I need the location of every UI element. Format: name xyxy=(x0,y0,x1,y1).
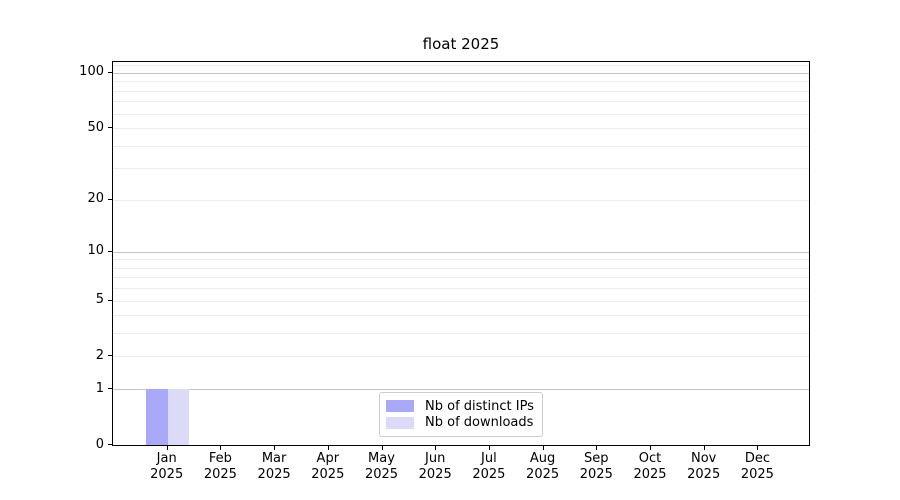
gridline-minor-5 xyxy=(113,300,809,302)
x-tick-jul xyxy=(488,446,490,450)
gridline-minor-9 xyxy=(113,259,809,261)
x-tick-label-may: May 2025 xyxy=(350,451,414,483)
x-tick-label-nov: Nov 2025 xyxy=(672,451,736,483)
bar-nb-of-distinct-ips-jan xyxy=(146,389,168,445)
x-tick-year-dec: 2025 xyxy=(740,467,774,482)
legend-label-downloads: Nb of downloads xyxy=(425,415,534,431)
x-tick-label-sep: Sep 2025 xyxy=(564,451,628,483)
y-tick-label-50: 50 xyxy=(87,119,104,135)
y-tick-label-20: 20 xyxy=(87,191,104,207)
gridline-minor-50 xyxy=(113,128,809,130)
x-tick-year-jan: 2025 xyxy=(150,467,184,482)
x-tick-aug xyxy=(542,446,544,450)
y-tick-2 xyxy=(108,355,112,357)
x-tick-year-aug: 2025 xyxy=(526,467,560,482)
legend-entry-downloads: Nb of downloads xyxy=(386,415,534,431)
bar-nb-of-downloads-jan xyxy=(167,389,190,445)
legend-swatch-distinct-ips xyxy=(386,400,414,413)
gridline-minor-20 xyxy=(113,199,809,201)
x-tick-label-jan: Jan 2025 xyxy=(135,451,199,483)
gridline-minor-2 xyxy=(113,356,809,358)
y-tick-label-10: 10 xyxy=(87,243,104,259)
legend-entry-distinct-ips: Nb of distinct IPs xyxy=(386,398,534,414)
y-tick-label-2: 2 xyxy=(95,347,104,363)
x-tick-label-dec: Dec 2025 xyxy=(725,451,789,483)
x-tick-year-apr: 2025 xyxy=(311,467,345,482)
x-tick-sep xyxy=(596,446,598,450)
x-tick-feb xyxy=(220,446,222,450)
legend: Nb of distinct IPs Nb of downloads xyxy=(379,392,543,437)
x-tick-nov xyxy=(703,446,705,450)
y-tick-label-0: 0 xyxy=(95,436,104,452)
x-tick-year-oct: 2025 xyxy=(633,467,667,482)
x-tick-apr xyxy=(327,446,329,450)
x-tick-year-jun: 2025 xyxy=(418,467,452,482)
x-tick-year-may: 2025 xyxy=(364,467,399,482)
x-tick-year-nov: 2025 xyxy=(687,467,721,482)
gridline-minor-70 xyxy=(113,101,809,103)
x-tick-label-mar: Mar 2025 xyxy=(242,451,306,483)
gridline-major-100 xyxy=(113,72,809,74)
y-tick-50 xyxy=(108,127,112,129)
x-tick-may xyxy=(381,446,383,450)
x-tick-dec xyxy=(757,446,759,450)
x-tick-label-oct: Oct 2025 xyxy=(618,451,682,483)
x-tick-year-feb: 2025 xyxy=(203,467,237,482)
gridline-minor-30 xyxy=(113,168,809,170)
y-tick-5 xyxy=(108,299,112,301)
x-tick-year-mar: 2025 xyxy=(257,467,291,482)
x-tick-oct xyxy=(650,446,651,450)
x-tick-year-sep: 2025 xyxy=(579,467,613,482)
y-tick-label-1: 1 xyxy=(95,380,104,396)
gridline-major-10 xyxy=(113,251,809,253)
x-tick-jan xyxy=(166,446,168,450)
y-tick-label-100: 100 xyxy=(79,64,104,80)
gridline-minor-8 xyxy=(113,267,809,269)
y-tick-100 xyxy=(108,71,112,73)
x-tick-label-feb: Feb 2025 xyxy=(188,451,252,483)
y-tick-20 xyxy=(108,198,112,200)
gridline-minor-40 xyxy=(113,145,809,147)
y-tick-0 xyxy=(108,444,112,445)
x-tick-label-jul: Jul 2025 xyxy=(457,451,521,483)
x-tick-label-jun: Jun 2025 xyxy=(403,451,467,483)
x-tick-jun xyxy=(435,446,437,450)
gridline-minor-90 xyxy=(113,81,809,83)
chart-title: float 2025 xyxy=(422,35,500,53)
gridline-minor-7 xyxy=(113,277,809,279)
plot-area: Nb of distinct IPs Nb of downloads xyxy=(112,61,810,446)
x-tick-year-jul: 2025 xyxy=(472,467,506,482)
y-tick-10 xyxy=(108,250,112,252)
x-tick-label-aug: Aug 2025 xyxy=(511,451,575,483)
gridline-minor-60 xyxy=(113,113,809,115)
legend-label-distinct-ips: Nb of distinct IPs xyxy=(425,398,534,414)
x-tick-mar xyxy=(274,446,276,450)
gridline-minor-4 xyxy=(113,315,809,317)
gridline-major-1 xyxy=(113,389,809,391)
legend-swatch-downloads xyxy=(386,416,414,429)
gridline-minor-110 xyxy=(113,65,809,67)
gridline-minor-3 xyxy=(113,333,809,335)
gridline-minor-80 xyxy=(113,90,809,92)
y-tick-label-5: 5 xyxy=(95,292,104,308)
gridline-minor-6 xyxy=(113,288,809,290)
y-tick-1 xyxy=(108,388,112,390)
x-tick-label-apr: Apr 2025 xyxy=(296,451,360,483)
